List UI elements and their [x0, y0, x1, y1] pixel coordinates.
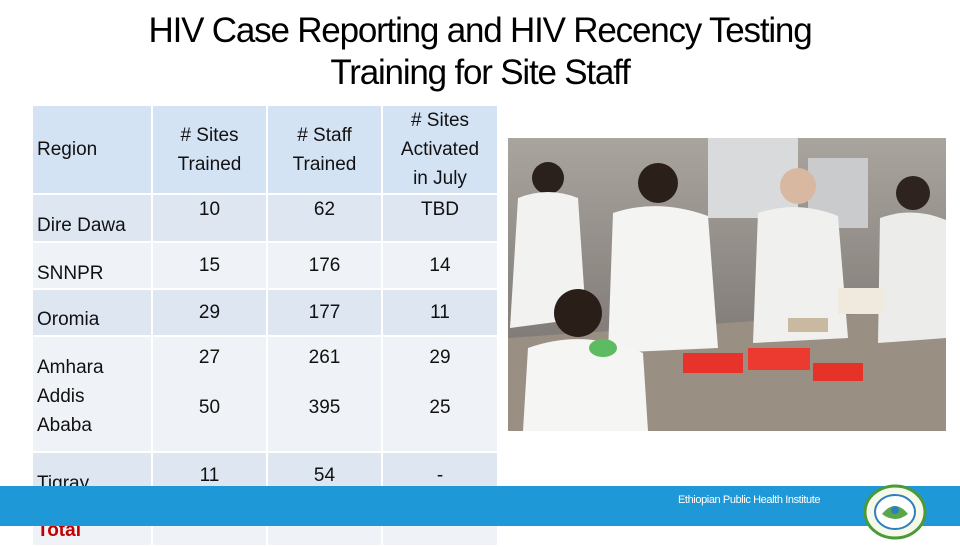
slide-title: HIV Case Reporting and HIV Recency Testi… [0, 10, 960, 94]
cell-sites: 29 [151, 289, 267, 337]
cell-region: Dire Dawa [33, 194, 152, 243]
cell-staff: 261 [308, 347, 341, 368]
cell-staff: 176 [266, 242, 382, 290]
footer-bar [0, 486, 960, 526]
cell-staff: 177 [266, 289, 382, 337]
cell-region-ababa: Ababa [37, 415, 92, 436]
institute-name: Ethiopian Public Health Institute [678, 494, 821, 506]
cell-sites: 50 [198, 397, 221, 418]
cell-activated: 11 [381, 289, 497, 337]
slide-title-line-1: HIV Case Reporting and HIV Recency Testi… [148, 11, 813, 50]
table-row: Dire Dawa 10 62 TBD [33, 194, 497, 243]
table-row: Oromia 29 177 11 [33, 289, 497, 337]
slide-title-line-2: Training for Site Staff [330, 53, 630, 92]
cell-region: SNNPR [33, 242, 152, 290]
header-region: Region [33, 106, 152, 195]
header-sites-activated: # Sites Activated in July [381, 106, 497, 195]
training-lab-photo [508, 138, 946, 431]
cell-activated: TBD [381, 194, 497, 243]
cell-activated: 14 [381, 242, 497, 290]
cell-sites: 10 [151, 194, 267, 243]
cell-sites: 15 [151, 242, 267, 290]
ephi-seal-icon [860, 484, 930, 540]
cell-region-addis: Addis [37, 386, 85, 407]
header-sites-trained: # Sites Trained [151, 106, 267, 195]
table-header-row: Region # Sites Trained # Staff Trained #… [33, 106, 497, 195]
cell-region: Oromia [33, 289, 152, 337]
cell-region-merged: Amhara Addis Ababa [33, 336, 152, 453]
training-table: Region # Sites Trained # Staff Trained #… [33, 106, 497, 547]
photo-illustration [508, 138, 946, 431]
cell-staff: 395 [308, 397, 341, 418]
cell-activated: 29 [429, 347, 451, 368]
cell-staff: 62 [266, 194, 382, 243]
header-staff-trained: # Staff Trained [266, 106, 382, 195]
cell-activated: 25 [429, 397, 451, 418]
table-row: SNNPR 15 176 14 [33, 242, 497, 290]
table-row-merged: Amhara Addis Ababa 27 50 261 395 29 25 [33, 336, 497, 453]
cell-sites: 27 [198, 347, 221, 368]
cell-region-amhara: Amhara [37, 357, 104, 378]
